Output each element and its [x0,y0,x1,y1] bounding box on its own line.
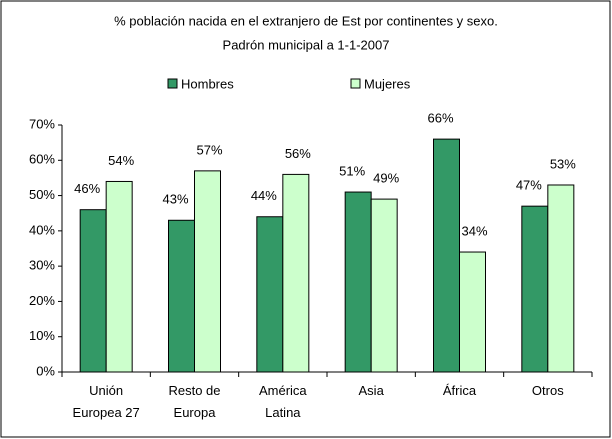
x-tick-label: América Latina [259,383,307,420]
bar [168,219,195,373]
value-label: 46% [74,181,100,196]
value-label: 53% [550,156,576,171]
x-tick-label: Asia [359,383,385,398]
y-tick-label: 20% [29,293,55,308]
bar [105,180,133,373]
x-tick-label-line: Europa [174,405,217,420]
legend-swatch [167,78,178,89]
value-label: 47% [516,178,542,193]
value-label: 44% [251,188,277,203]
bar [370,198,398,373]
y-tick-label: 50% [29,187,55,202]
x-tick-label-line: África [443,383,477,398]
x-tick-label: Otros [532,383,564,398]
y-tick-label: 10% [29,328,55,343]
x-tick-label: Unión Europea 27 [73,383,140,420]
bar [547,184,575,373]
x-tick-label-line: Asia [359,383,385,398]
x-tick-label-line: Unión [89,383,123,398]
x-tick-label: África [443,383,477,398]
chart-title: % población nacida en el extranjero de E… [114,13,498,28]
y-tick-label: 30% [29,258,55,273]
x-tick-label-line: América [259,383,307,398]
bar [194,170,221,373]
y-tick-label: 40% [29,222,55,237]
value-label: 56% [285,146,311,161]
x-tick-label-line: Otros [532,383,564,398]
bar [521,205,549,373]
value-label: 54% [108,153,134,168]
value-label: 49% [373,171,399,186]
legend-label: Hombres [181,76,234,91]
x-tick-label-line: Europea 27 [73,405,140,420]
value-label: 34% [461,223,487,238]
y-tick-label: 60% [29,152,55,167]
x-tick-label: Resto de Europa [168,383,220,420]
y-tick-label: 0% [36,363,55,378]
value-label: 57% [196,142,222,157]
value-label: 51% [339,163,365,178]
value-label: 43% [162,192,188,207]
y-tick-label: 70% [29,116,55,131]
x-tick-label-line: Resto de [168,383,220,398]
bar [344,191,372,373]
legend-swatch [350,78,361,89]
x-tick-label-line: Latina [265,405,301,420]
chart-subtitle: Padrón municipal a 1-1-2007 [223,37,390,52]
bar [459,251,486,373]
bar [79,209,107,373]
bar [433,138,460,373]
legend-label: Mujeres [364,76,411,91]
value-label: 66% [427,111,453,126]
bar [256,216,284,373]
bar [282,173,310,373]
